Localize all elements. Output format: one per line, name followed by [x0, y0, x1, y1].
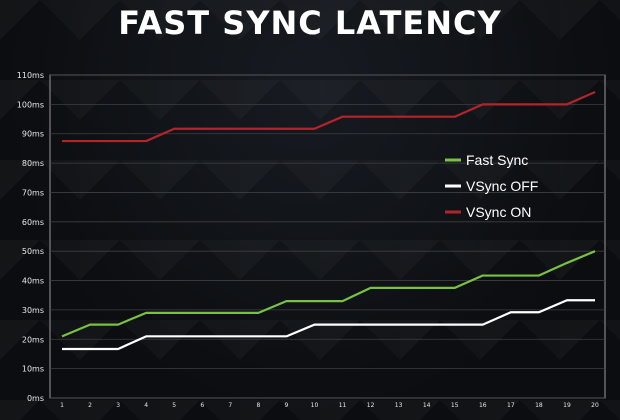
y-tick-label: 60ms — [22, 218, 44, 227]
y-tick-label: 0ms — [27, 394, 44, 403]
x-tick-label: 13 — [395, 402, 403, 409]
y-tick-label: 20ms — [22, 335, 44, 344]
x-tick-label: 17 — [507, 402, 515, 409]
x-tick-label: 12 — [367, 402, 375, 409]
y-tick-label: 70ms — [22, 188, 44, 197]
legend-label: VSync OFF — [466, 178, 538, 194]
x-tick-label: 1 — [60, 402, 64, 409]
x-tick-label: 15 — [451, 402, 459, 409]
legend: Fast Sync VSync OFF VSync ON — [445, 152, 538, 220]
x-tick-label: 16 — [479, 402, 487, 409]
legend-label: Fast Sync — [466, 152, 528, 168]
legend-label: VSync ON — [466, 204, 531, 220]
y-tick-label: 90ms — [22, 130, 44, 139]
y-tick-label: 80ms — [22, 159, 44, 168]
x-tick-label: 20 — [591, 402, 599, 409]
y-axis: 0ms 10ms 20ms 30ms 40ms 50ms 60ms 70ms 80ms 90ms 1… — [17, 71, 44, 403]
y-tick-label: 50ms — [22, 247, 44, 256]
x-tick-label: 18 — [535, 402, 543, 409]
x-tick-label: 8 — [256, 402, 260, 409]
series-line-vsync-on — [62, 91, 596, 143]
x-tick-label: 3 — [116, 402, 120, 409]
series-line-fast-sync — [61, 250, 596, 338]
y-tick-label: 40ms — [22, 277, 44, 286]
y-tick-label: 30ms — [22, 306, 44, 315]
x-tick-label: 10 — [311, 402, 319, 409]
x-tick-label: 7 — [228, 402, 232, 409]
x-tick-label: 5 — [172, 402, 176, 409]
x-axis: 1 2 3 4 5 6 7 8 9 10 11 12 13 14 15 16 17 18 19 20 — [60, 402, 599, 409]
series-line-vsync-off — [62, 299, 595, 351]
x-tick-label: 14 — [423, 402, 431, 409]
x-tick-label: 11 — [339, 402, 347, 409]
y-tick-label: 100ms — [17, 100, 44, 109]
x-tick-label: 2 — [88, 402, 92, 409]
x-tick-label: 9 — [285, 402, 289, 409]
chart-title: FAST SYNC LATENCY — [118, 4, 502, 42]
x-tick-label: 19 — [563, 402, 571, 409]
y-tick-label: 110ms — [17, 71, 44, 80]
x-tick-label: 4 — [144, 402, 148, 409]
series-lines — [61, 91, 596, 351]
y-tick-label: 10ms — [22, 365, 44, 374]
x-tick-label: 6 — [200, 402, 204, 409]
